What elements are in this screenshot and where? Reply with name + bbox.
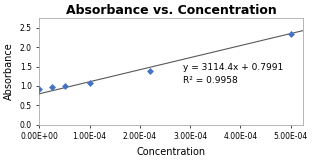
Point	[49, 85, 54, 88]
Y-axis label: Absorbance: Absorbance	[4, 43, 14, 100]
Point	[37, 88, 42, 90]
Text: y = 3114.4x + 0.7991
R² = 0.9958: y = 3114.4x + 0.7991 R² = 0.9958	[183, 63, 283, 85]
Point	[147, 69, 152, 72]
Point	[288, 33, 293, 35]
X-axis label: Concentration: Concentration	[137, 147, 206, 157]
Point	[87, 82, 92, 84]
Title: Absorbance vs. Concentration: Absorbance vs. Concentration	[66, 4, 277, 17]
Point	[62, 85, 67, 87]
